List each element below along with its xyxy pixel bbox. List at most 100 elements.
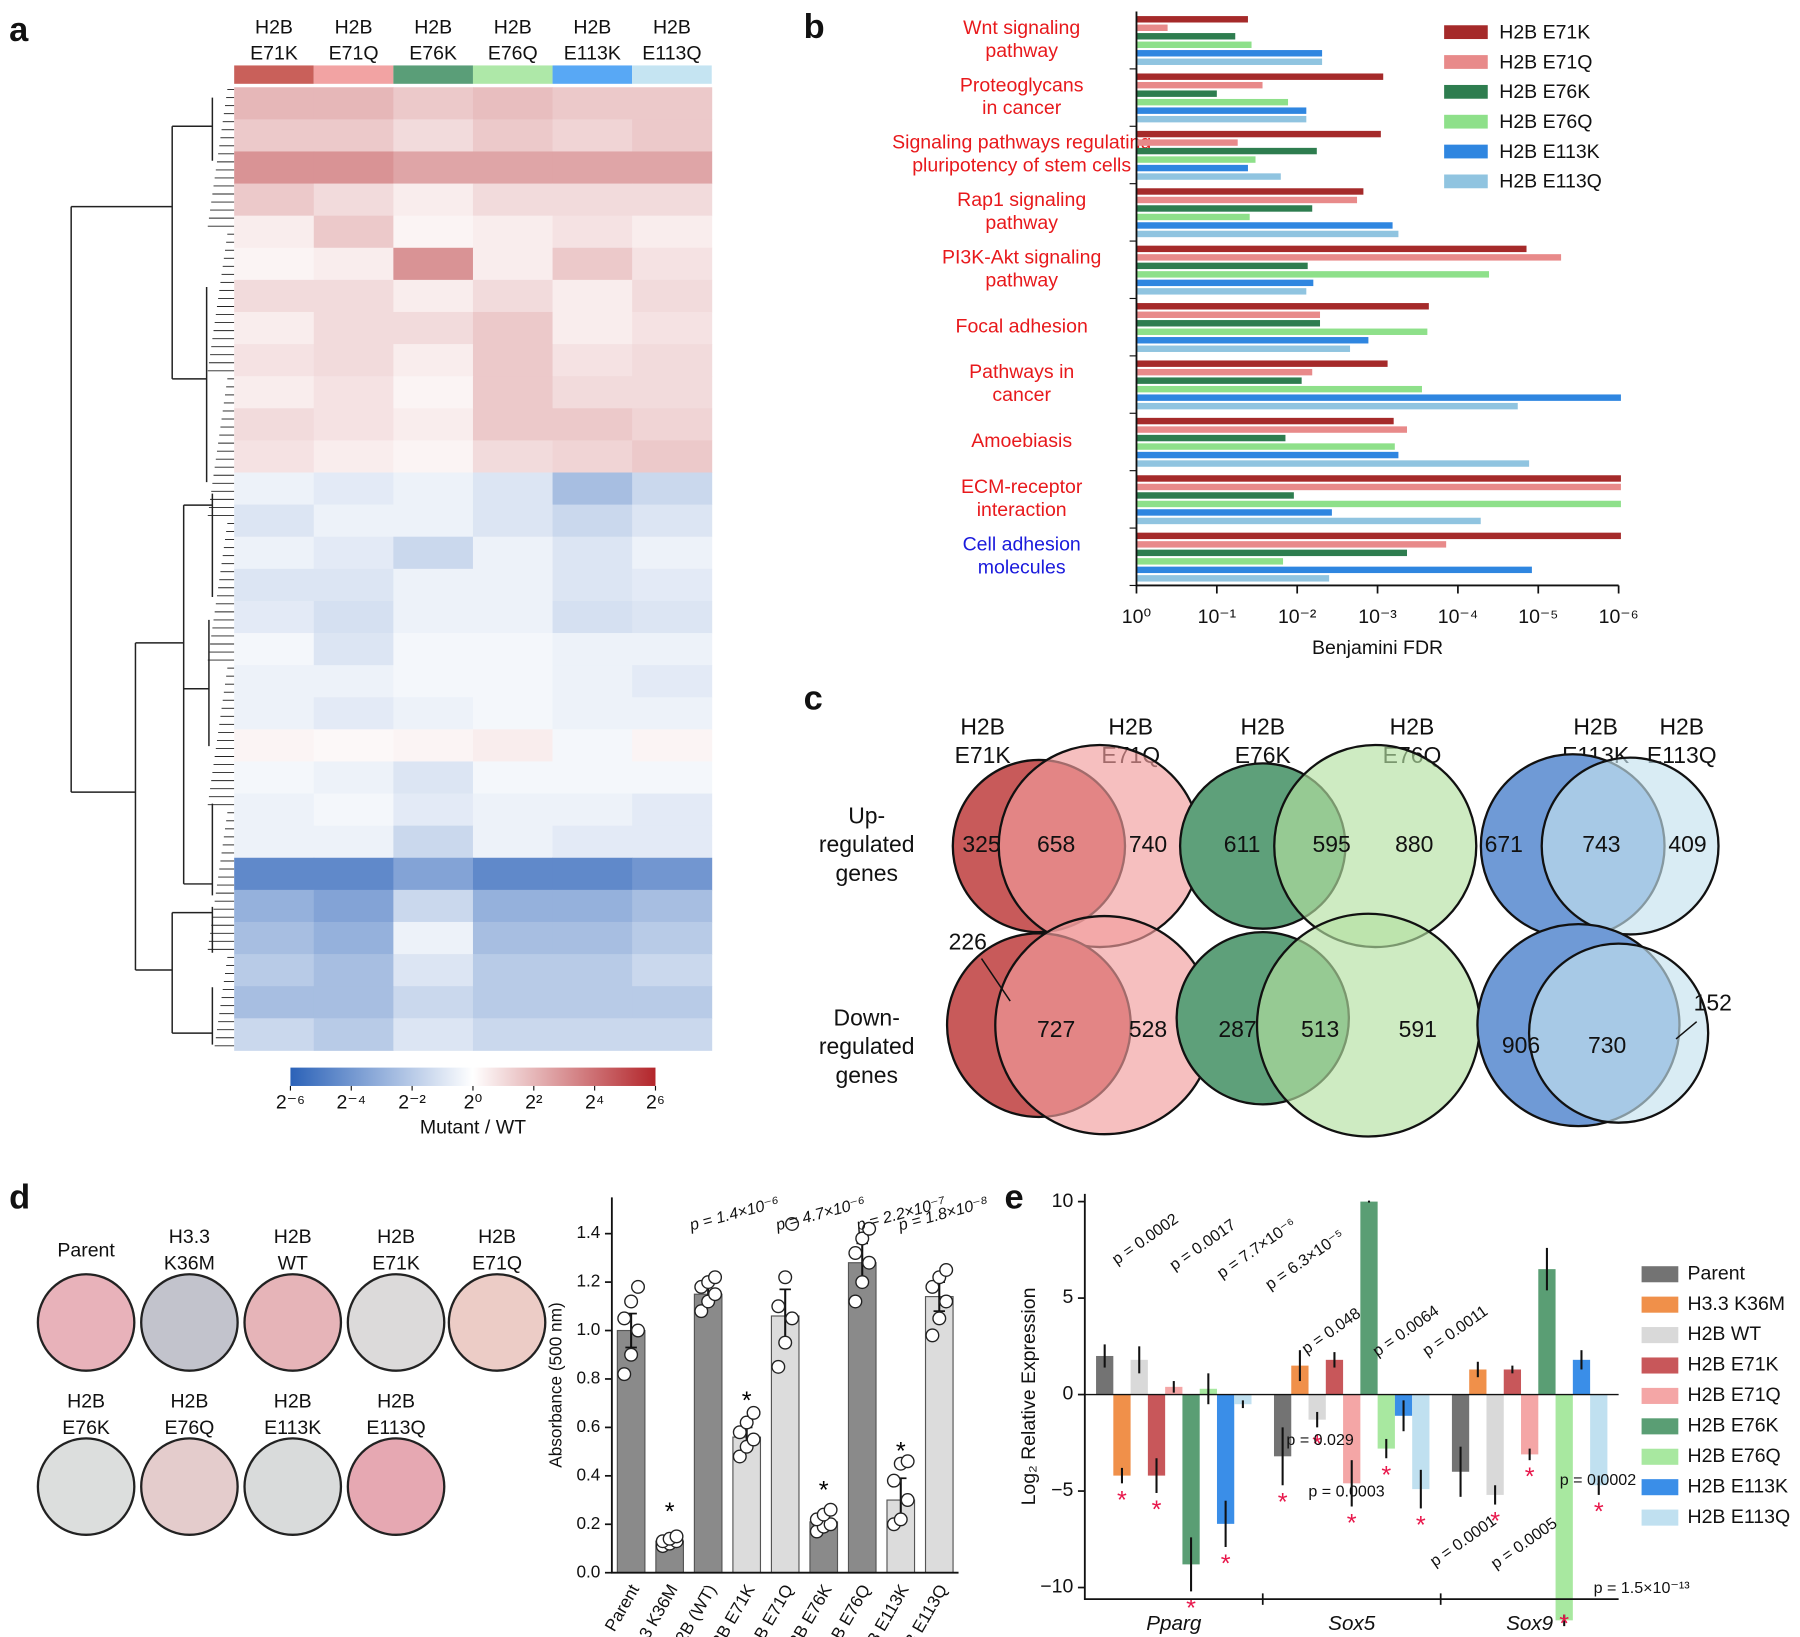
bar: [1136, 173, 1281, 180]
heatmap-cell: [313, 986, 394, 1019]
heatmap-cell: [234, 151, 315, 185]
heatmap-cell: [632, 697, 713, 730]
legend-swatch: [1641, 1296, 1679, 1313]
legend-label: H2B E113Q: [1499, 171, 1602, 193]
x-axis-label: Benjamini FDR: [1312, 637, 1443, 659]
heatmap-cell: [313, 344, 394, 377]
heatmap-cell: [313, 504, 394, 538]
heatmap-cell: [234, 247, 315, 281]
axis: [1083, 1193, 1619, 1601]
heatmap-cell: [393, 344, 474, 377]
y-tick-label: 1.2: [576, 1271, 600, 1291]
heatmap-cell: [632, 986, 713, 1019]
heatmap-cell: [632, 536, 713, 570]
category-label: pathway: [985, 269, 1058, 291]
heatmap-cell: [393, 247, 474, 281]
significance-marker: *: [1559, 1610, 1569, 1637]
heatmap-cell: [393, 87, 474, 120]
heatmap-cell: [552, 986, 633, 1019]
bar: [1136, 549, 1408, 557]
venn-count: 727: [1037, 1016, 1075, 1042]
heatmap-cell: [552, 311, 633, 345]
heatmap-cell: [632, 729, 713, 762]
bar: [1136, 288, 1307, 295]
bar: [1136, 107, 1307, 114]
bar: [1136, 558, 1284, 565]
data-point: [785, 1216, 800, 1231]
heatmap-cell: [632, 889, 713, 923]
bar: [1136, 368, 1313, 376]
bar: [1136, 254, 1562, 261]
heatmap-cell: [313, 87, 394, 120]
column-color: [393, 65, 473, 84]
heatmap-cell: [472, 183, 554, 217]
heatmap-cell: [632, 247, 713, 281]
heatmap-cell: [234, 857, 315, 891]
bar: [1136, 130, 1381, 138]
legend-label: H2B E71K: [1688, 1354, 1779, 1376]
heatmap-cell: [472, 87, 554, 120]
significance-marker: *: [1312, 1430, 1322, 1458]
heatmap-cell: [393, 279, 474, 313]
legend-label: H2B E71Q: [1499, 51, 1592, 73]
heatmap-cell: [313, 119, 394, 152]
heatmap-cell: [313, 1018, 394, 1051]
category-label: pathway: [985, 212, 1058, 234]
heatmap-cell: [393, 183, 474, 217]
heatmap-cell: [472, 119, 554, 152]
data-point: [939, 1294, 954, 1309]
plate-label: E76Q: [164, 1417, 214, 1439]
venn-count: 287: [1218, 1016, 1256, 1042]
plate: [243, 1437, 343, 1536]
venn-circle: [1527, 942, 1710, 1124]
significance-marker: *: [1381, 1461, 1391, 1489]
colorbar-tick-label: 2⁻⁶: [276, 1091, 305, 1113]
data-point: [862, 1255, 877, 1270]
heatmap-cell: [393, 568, 474, 602]
heatmap-cell: [472, 697, 554, 730]
bar: [1136, 475, 1621, 482]
y-tick-label: 1.4: [576, 1222, 600, 1242]
y-axis-label: Absorbance (500 nm): [545, 1302, 565, 1467]
legend-label: H2B E113Q: [1688, 1506, 1791, 1528]
heatmap-cell: [552, 151, 633, 185]
heatmap-cell: [472, 376, 554, 409]
column-color: [313, 65, 394, 84]
p-value: p = 1.4×10⁻⁶: [687, 1193, 782, 1235]
plate: [243, 1273, 343, 1372]
bar: [924, 1296, 954, 1574]
data-point: [939, 1262, 954, 1277]
bar: [1136, 188, 1364, 195]
bar: [1136, 483, 1621, 491]
heatmap-cell: [234, 761, 315, 795]
legend-label: H2B E71K: [1499, 21, 1590, 43]
heatmap-cell: [313, 183, 394, 217]
bar: [1451, 1394, 1470, 1472]
bar: [1343, 1394, 1361, 1484]
row-label: regulated: [819, 831, 915, 857]
legend-label: H2B E76K: [1688, 1415, 1779, 1437]
set-label: E71K: [955, 742, 1012, 768]
heatmap-cell: [632, 408, 713, 441]
heatmap-cell: [552, 954, 633, 987]
bar: [1136, 16, 1248, 23]
column-label: E76K: [409, 43, 457, 65]
legend-swatch: [1641, 1387, 1679, 1404]
bar: [1136, 73, 1384, 80]
heatmap-cell: [393, 440, 474, 473]
bar: [1136, 460, 1530, 467]
bar: [1136, 417, 1394, 425]
heatmap-cell: [313, 440, 394, 473]
heatmap-cell: [472, 311, 554, 345]
heatmap-cell: [552, 215, 633, 249]
heatmap-cell: [393, 857, 474, 891]
plate: [447, 1273, 547, 1372]
heatmap-cell: [234, 921, 315, 955]
category-label: pathway: [985, 40, 1058, 62]
bar: [1216, 1394, 1235, 1524]
venn-count: 906: [1502, 1032, 1540, 1058]
heatmap-cell: [234, 889, 315, 923]
heatmap-cell: [632, 633, 713, 666]
panel-label: e: [1004, 1179, 1023, 1217]
heatmap-cell: [234, 1018, 315, 1051]
